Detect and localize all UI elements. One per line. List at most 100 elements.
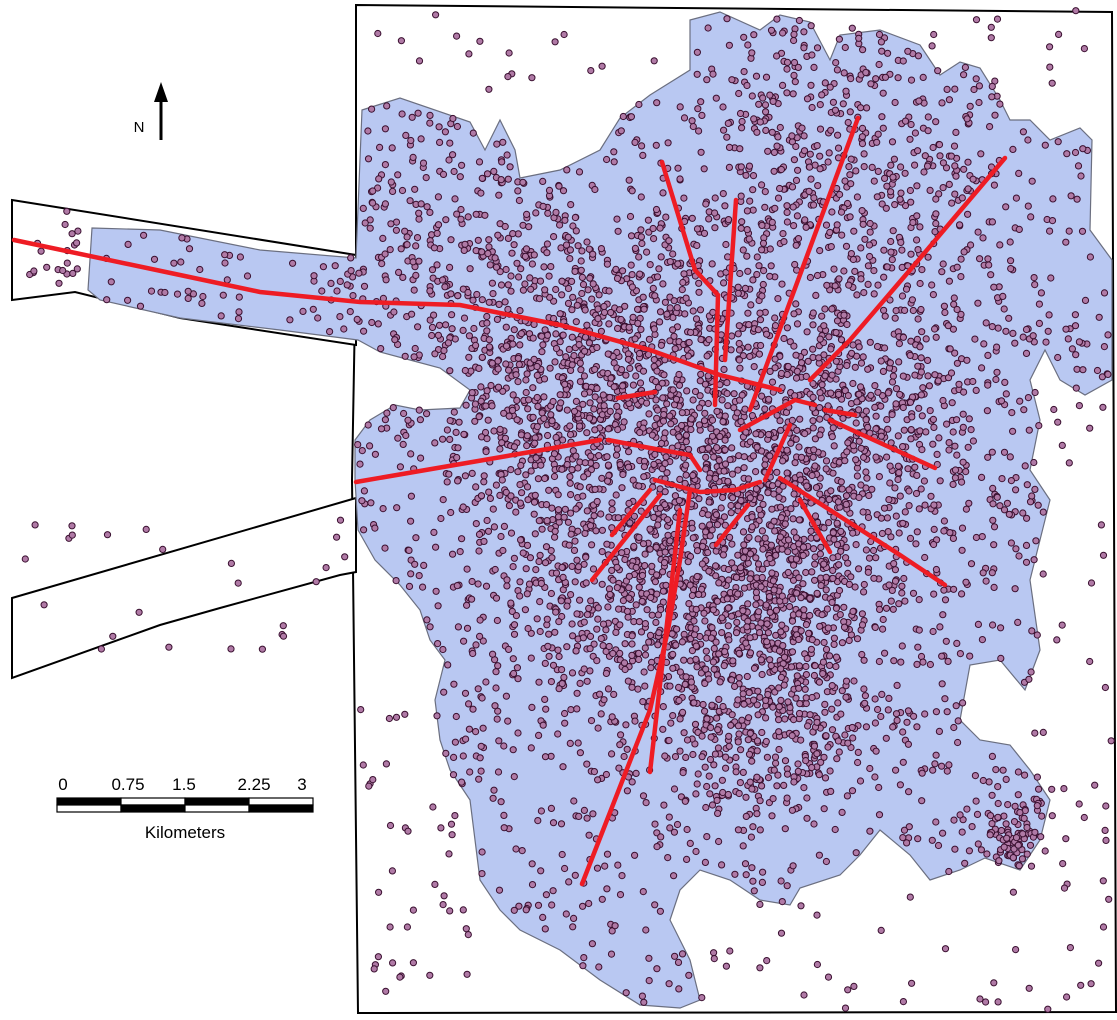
- point-location: [695, 590, 703, 599]
- point-location: [482, 582, 491, 590]
- point-location: [779, 457, 787, 465]
- point-location: [892, 512, 900, 520]
- point-location: [818, 381, 826, 389]
- point-location: [1048, 217, 1057, 225]
- point-location: [802, 694, 810, 702]
- point-location: [846, 108, 854, 116]
- point-location: [376, 143, 384, 151]
- point-location: [442, 216, 450, 224]
- point-location: [533, 362, 541, 371]
- point-location: [965, 847, 974, 855]
- point-location: [566, 479, 574, 487]
- point-location: [753, 737, 762, 745]
- point-location: [558, 291, 566, 299]
- point-location: [879, 89, 887, 97]
- point-location: [568, 306, 576, 314]
- point-location: [960, 388, 968, 396]
- point-location: [657, 833, 665, 841]
- point-location: [815, 771, 823, 779]
- point-location: [883, 453, 891, 461]
- point-location: [688, 117, 696, 125]
- point-location: [620, 752, 628, 761]
- point-location: [732, 753, 740, 762]
- point-location: [538, 409, 546, 417]
- point-location: [707, 425, 715, 433]
- point-location: [537, 579, 546, 588]
- point-location: [564, 518, 573, 526]
- point-location: [720, 126, 728, 134]
- point-location: [558, 850, 566, 859]
- point-location: [381, 125, 389, 133]
- point-location: [812, 291, 820, 299]
- point-location: [904, 740, 913, 748]
- point-location: [564, 299, 573, 307]
- point-location: [890, 657, 898, 665]
- point-location: [563, 406, 571, 414]
- point-location: [758, 447, 766, 455]
- point-location: [692, 847, 700, 856]
- point-location: [608, 524, 616, 532]
- point-location: [522, 565, 530, 573]
- point-location: [474, 580, 482, 588]
- point-location: [750, 115, 758, 123]
- point-location: [804, 722, 812, 730]
- point-location: [617, 127, 625, 135]
- point-location: [534, 817, 542, 825]
- point-location: [505, 412, 513, 420]
- point-location: [379, 505, 387, 513]
- point-location: [763, 620, 771, 628]
- point-location: [625, 323, 633, 331]
- point-location: [583, 238, 591, 246]
- point-location: [514, 354, 522, 362]
- point-location: [974, 228, 982, 236]
- point-location: [347, 254, 355, 262]
- point-location: [884, 49, 892, 57]
- point-location: [806, 150, 814, 158]
- point-location: [968, 823, 976, 831]
- point-location: [790, 58, 799, 67]
- point-location: [859, 220, 867, 228]
- point-location: [586, 645, 594, 653]
- point-location: [474, 236, 482, 244]
- point-location: [956, 650, 965, 658]
- point-location: [776, 533, 785, 541]
- point-location: [878, 200, 886, 208]
- point-location: [420, 561, 428, 570]
- point-location: [875, 657, 884, 666]
- point-location: [694, 770, 702, 778]
- point-location: [858, 207, 866, 215]
- point-location: [1026, 841, 1035, 849]
- point-location: [882, 604, 891, 612]
- point-location: [678, 409, 686, 417]
- point-location: [737, 496, 745, 505]
- point-location: [988, 448, 996, 456]
- point-location: [902, 285, 911, 293]
- point-location: [567, 530, 575, 538]
- point-location: [901, 117, 910, 125]
- point-location: [942, 637, 950, 645]
- point-location: [603, 260, 612, 268]
- point-location: [700, 609, 708, 617]
- point-location: [768, 505, 776, 513]
- point-location: [994, 324, 1002, 332]
- point-location: [714, 726, 722, 734]
- point-location: [586, 522, 595, 530]
- point-location: [446, 435, 454, 443]
- point-location: [866, 827, 874, 835]
- point-location: [775, 647, 784, 655]
- point-location: [587, 597, 595, 605]
- point-location: [347, 267, 355, 275]
- point-location: [809, 393, 817, 401]
- point-location: [805, 187, 813, 195]
- point-location: [636, 379, 645, 387]
- point-location: [796, 700, 804, 708]
- point-location: [958, 828, 966, 836]
- point-location: [478, 694, 486, 702]
- point-location: [534, 475, 543, 483]
- point-location: [483, 312, 491, 321]
- point-location: [393, 504, 401, 512]
- point-location: [607, 374, 615, 382]
- point-location: [585, 245, 593, 253]
- point-location: [544, 209, 552, 217]
- point-location: [737, 163, 745, 171]
